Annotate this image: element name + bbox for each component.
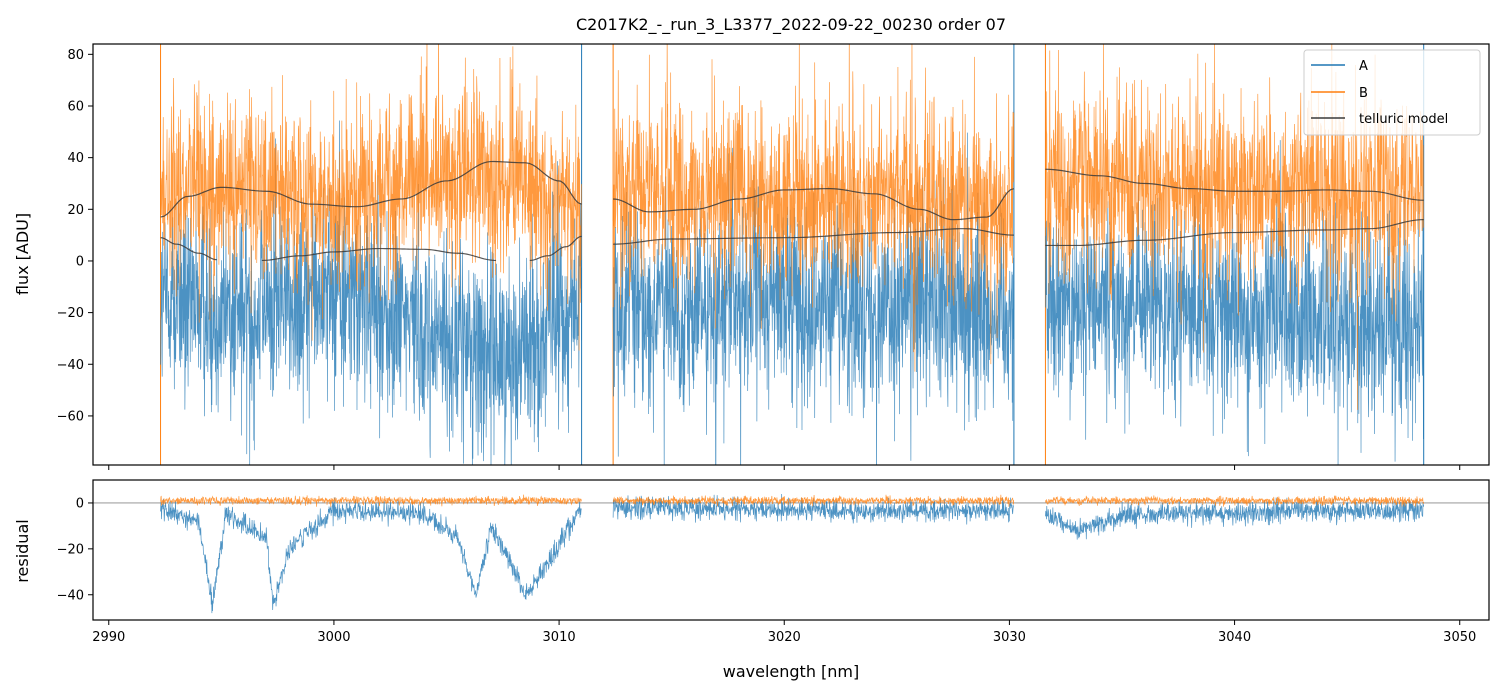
series-a-residual-segment-2	[1045, 497, 1425, 540]
series-b-flux-segment-1	[612, 44, 1015, 372]
flux-y-tick-label: −20	[57, 306, 84, 321]
residual-x-tick-label: 3030	[993, 630, 1026, 645]
flux-y-tick-label: 20	[67, 203, 84, 218]
residual-y-tick-label: 0	[76, 496, 84, 511]
flux-y-tick-label: 80	[67, 48, 84, 63]
legend: A B telluric model	[1303, 49, 1481, 136]
residual-x-tick-label: 3050	[1443, 630, 1476, 645]
residual-x-ticks: 2990 3000 3010 3020 3030 3040 3050	[92, 620, 1476, 645]
residual-plot-area	[93, 494, 1489, 614]
residual-y-ticks: −40 −20 0	[57, 496, 93, 603]
flux-y-tick-label: 60	[67, 99, 84, 114]
telluric-model-curve-5	[529, 235, 582, 262]
flux-y-axis-label: flux [ADU]	[13, 213, 32, 295]
telluric-model-curve-3	[160, 237, 217, 261]
residual-axes-frame	[92, 479, 1490, 621]
legend-label-telluric: telluric model	[1359, 112, 1448, 127]
flux-y-tick-label: −40	[57, 358, 84, 373]
series-b-residual-segment-2	[1045, 495, 1425, 507]
flux-y-tick-label: 0	[76, 254, 84, 269]
series-a-residual-segment-1	[612, 494, 1015, 525]
series-a-residual-segment-0	[160, 497, 582, 614]
residual-y-axis-label: residual	[13, 519, 32, 582]
series-a-flux-segment-1	[612, 132, 1015, 465]
residual-y-tick-label: −20	[57, 542, 84, 557]
flux-y-tick-label: 40	[67, 151, 84, 166]
legend-label-b: B	[1359, 86, 1368, 101]
series-b-flux-segment-0	[160, 44, 582, 351]
series-b-residual-segment-1	[612, 494, 1015, 507]
telluric-model-curve-2	[1045, 168, 1424, 201]
telluric-model-curve-4	[261, 247, 497, 262]
residual-x-tick-label: 2990	[92, 630, 125, 645]
telluric-model-curve-6	[613, 228, 1014, 245]
flux-plot-area	[160, 44, 1425, 465]
flux-y-tick-label: −60	[57, 409, 84, 424]
legend-label-a: A	[1359, 59, 1368, 74]
residual-y-tick-label: −40	[57, 588, 84, 603]
telluric-model-curve-0	[160, 160, 582, 218]
series-b-flux-segment-2	[1045, 44, 1424, 410]
flux-x-ticks	[108, 465, 1461, 470]
residual-x-tick-label: 3010	[543, 630, 576, 645]
x-axis-label: wavelength [nm]	[723, 662, 860, 681]
telluric-model-curve-1	[613, 188, 1015, 221]
flux-axes-frame	[92, 43, 1490, 466]
residual-x-tick-label: 3040	[1218, 630, 1251, 645]
series-b-residual-segment-0	[160, 494, 582, 507]
residual-x-tick-label: 3020	[768, 630, 801, 645]
residual-x-tick-label: 3000	[317, 630, 350, 645]
telluric-model-curve-7	[1045, 219, 1424, 247]
flux-y-ticks: −60 −40 −20 0 20 40 60 80	[57, 48, 93, 424]
series-a-flux-segment-0	[160, 120, 582, 465]
legend-frame	[1303, 49, 1481, 136]
series-a-flux-segment-2	[1045, 140, 1424, 465]
chart-title: C2017K2_-_run_3_L3377_2022-09-22_00230 o…	[576, 15, 1006, 35]
